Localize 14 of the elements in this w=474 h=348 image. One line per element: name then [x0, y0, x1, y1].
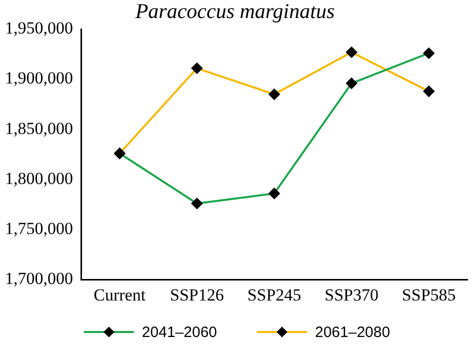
y-tick-label: 1,850,000 — [5, 118, 73, 138]
y-tick-label: 1,900,000 — [5, 68, 73, 88]
y-tick-label: 1,700,000 — [5, 269, 73, 288]
legend-label: 2041–2060 — [142, 324, 218, 342]
chart-title: Paracoccus marginatus — [134, 0, 335, 24]
y-tick-label: 1,750,000 — [5, 218, 73, 238]
x-tick-label: SSP370 — [324, 285, 378, 304]
x-tick-label: SSP245 — [247, 285, 302, 304]
y-tick-label: 1,950,000 — [5, 18, 73, 38]
legend-label: 2061–2080 — [315, 324, 390, 342]
x-tick-label: SSP126 — [170, 285, 224, 304]
x-tick-label: SSP585 — [402, 285, 456, 304]
x-tick-label: Current — [94, 285, 146, 304]
y-tick-label: 1,800,000 — [5, 168, 73, 188]
